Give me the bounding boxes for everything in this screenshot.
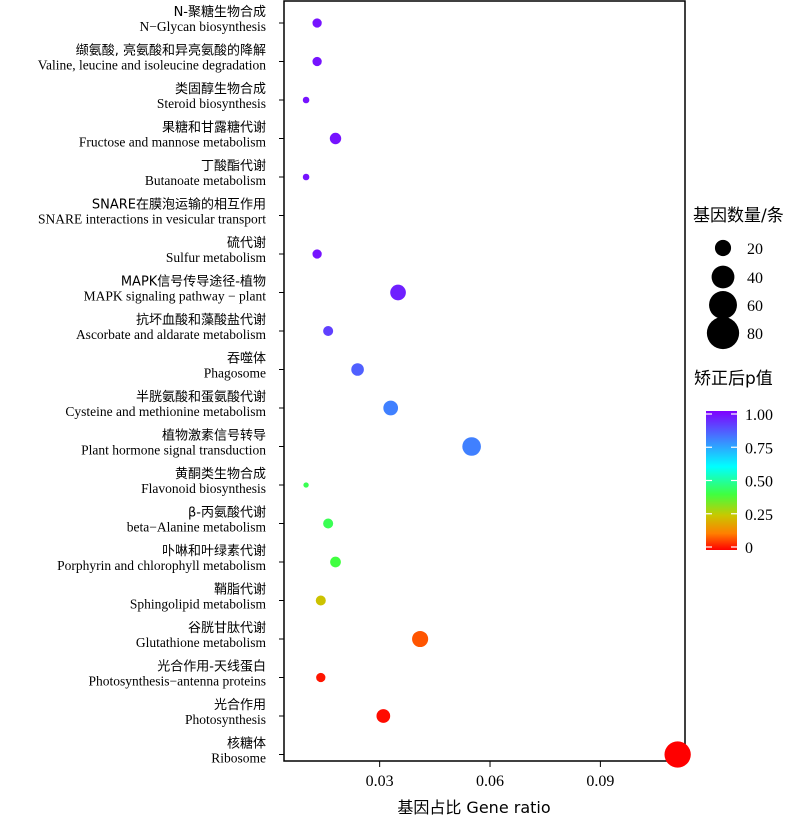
x-tick-label: 0.09 [586,773,614,790]
color-legend-label: 0.25 [745,507,773,524]
category-label-zh: 抗坏血酸和藻酸盐代谢 [136,312,266,328]
category-label-zh: 光合作用 [214,698,266,713]
category-label-en: Plant hormone signal transduction [81,443,266,458]
x-axis-ticks: 0.03 0.06 0.09 [366,761,614,790]
x-tick-label: 0.03 [366,773,394,790]
data-point [412,630,429,648]
data-point [312,56,322,67]
plot-frame [283,0,686,762]
data-point [664,741,691,768]
category-label-en: Ascorbate and aldarate metabolism [76,327,267,342]
category-label-zh: N-聚糖生物合成 [174,4,266,20]
category-label-zh: 植物激素信号转导 [162,429,266,444]
data-point [383,400,399,416]
category-label-en: Photosynthesis [185,712,266,727]
data-point [303,482,309,488]
data-point [312,249,322,259]
data-point [376,709,391,723]
color-legend-label: 0 [745,540,753,557]
category-label-en: MAPK signaling pathway − plant [84,289,267,304]
category-label-en: Valine, leucine and isoleucine degradati… [38,58,267,73]
category-label-en: Phagosome [204,366,266,381]
category-label-en: Fructose and mannose metabolism [79,135,267,150]
category-label-en: Steroid biosynthesis [157,96,266,111]
data-point [312,18,322,28]
color-legend-label: 1.00 [745,407,773,424]
size-legend-dot [714,239,732,257]
color-legend-label: 0.75 [745,440,773,457]
color-legend-title: 矫正后p值 [694,369,773,389]
category-label-en: Sphingolipid metabolism [130,597,267,612]
data-point [302,96,310,104]
data-point [329,132,342,145]
category-label-zh: 果糖和甘露糖代谢 [162,120,266,136]
size-legend-label: 60 [747,298,763,315]
category-label-en: SNARE interactions in vesicular transpor… [38,212,266,227]
category-label-en: Cysteine and methionine metabolism [65,404,266,419]
size-legend-dot [711,265,735,289]
category-label-en: beta−Alanine metabolism [127,520,267,535]
data-points [302,18,691,768]
category-label-en: N−Glycan biosynthesis [140,19,266,34]
size-legend-dot [709,291,737,319]
category-label-zh: 半胱氨酸和蛋氨酸代谢 [136,389,266,405]
category-label-en: Butanoate metabolism [145,173,267,188]
category-label-zh: 卟啉和叶绿素代谢 [162,543,266,559]
category-label-zh: 光合作用-天线蛋白 [157,659,266,675]
data-point [315,595,326,606]
category-label-zh: 核糖体 [227,736,266,752]
category-label-en: Porphyrin and chlorophyll metabolism [57,558,266,573]
size-legend: 基因数量/条 20 40 60 80 [693,206,784,350]
category-label-en: Sulfur metabolism [166,250,267,265]
size-legend-dot [706,316,740,350]
color-legend-label: 0.50 [745,474,773,491]
category-label-zh: SNARE在膜泡运输的相互作用 [92,197,266,213]
category-label-en: Flavonoid biosynthesis [141,481,266,496]
category-label-en: Ribosome [211,751,266,766]
data-point [390,284,406,301]
size-legend-label: 20 [747,241,763,258]
category-label-zh: MAPK信号传导途径-植物 [121,274,266,290]
category-label-zh: 类固醇生物合成 [175,81,266,97]
data-point [316,672,326,683]
size-legend-label: 80 [747,326,763,343]
category-label-zh: 硫代谢 [227,235,266,251]
category-label-en: Photosynthesis−antenna proteins [89,674,266,689]
color-legend: 矫正后p值 0 0.25 0.50 0.75 1.00 [694,369,773,557]
size-legend-title: 基因数量/条 [693,206,784,226]
data-point [323,518,334,529]
category-label-en: Glutathione metabolism [136,635,267,650]
y-axis-ticks [279,22,284,755]
data-point [351,363,364,376]
data-point [330,556,341,568]
category-label-zh: 鞘脂代谢 [214,582,266,598]
category-label-zh: 缬氨酸, 亮氨酸和异亮氨酸的降解 [76,43,266,59]
category-label-zh: 黄酮类生物合成 [175,467,266,482]
category-label-zh: β-丙氨酸代谢 [188,505,266,521]
data-point [302,173,310,181]
category-label-zh: 吞噬体 [227,352,266,367]
x-axis-title: 基因占比 Gene ratio [397,798,550,817]
category-label-zh: 谷胱甘肽代谢 [188,620,266,636]
size-legend-label: 40 [747,270,763,287]
x-tick-label: 0.06 [476,773,504,790]
category-label-zh: 丁酸酯代谢 [201,158,266,174]
data-point [323,325,334,337]
data-point [462,437,481,456]
